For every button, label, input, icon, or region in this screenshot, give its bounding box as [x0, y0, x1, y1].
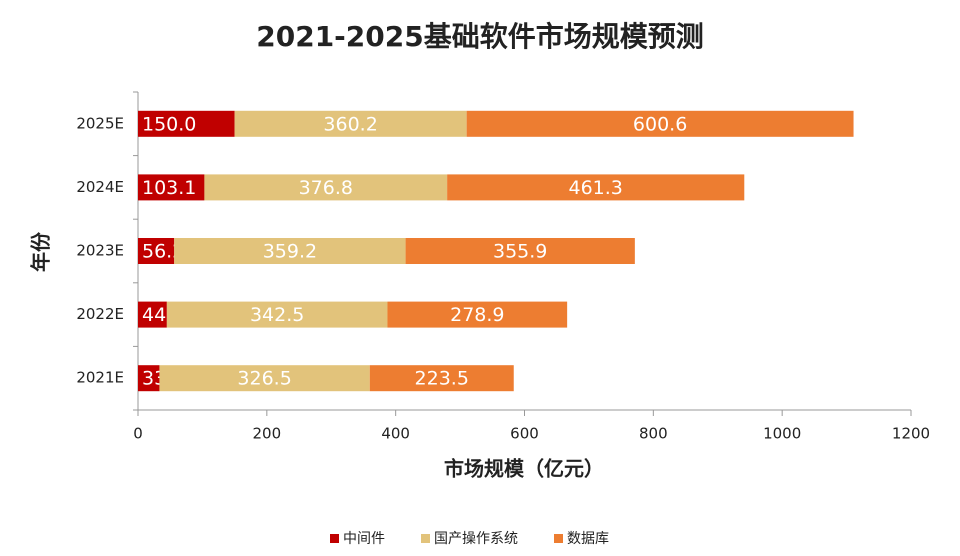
- data-label: 355.9: [493, 241, 547, 263]
- y-tick-label: 2022E: [76, 305, 124, 323]
- data-label: 359.2: [263, 241, 317, 263]
- data-label: 150.0: [142, 113, 196, 135]
- legend-swatch: [330, 534, 339, 543]
- bar-segment: [387, 301, 568, 328]
- chart-title: 2021-2025基础软件市场规模预测: [256, 20, 703, 53]
- bar-segment: [447, 174, 745, 201]
- x-axis-label: 市场规模（亿元）: [444, 457, 604, 481]
- bar-segment: [138, 238, 175, 264]
- y-tick-label: 2024E: [76, 178, 124, 196]
- legend-label: 数据库: [567, 531, 609, 547]
- legend-label: 中间件: [343, 531, 385, 547]
- bar-segment: [166, 301, 388, 328]
- bar-segment: [138, 110, 235, 137]
- x-tick-label: 400: [381, 425, 410, 443]
- data-label: 461.3: [569, 177, 623, 199]
- bar-segment: [369, 365, 514, 392]
- data-label: 278.9: [450, 304, 504, 326]
- bar-segment: [405, 238, 635, 264]
- y-tick-label: 2023E: [76, 242, 124, 260]
- data-label: 223.5: [415, 368, 469, 390]
- x-tick-label: 1200: [892, 425, 930, 443]
- y-tick-label: 2025E: [76, 114, 124, 132]
- bar-segment: [138, 174, 205, 201]
- y-axis-label: 年份: [29, 231, 53, 272]
- x-tick-label: 200: [253, 425, 282, 443]
- bar-segment: [466, 110, 854, 137]
- data-label: 326.5: [237, 368, 291, 390]
- data-label: 600.6: [633, 113, 687, 135]
- bar-segment: [174, 238, 406, 264]
- legend-swatch: [554, 534, 563, 543]
- data-label: 342.5: [250, 304, 304, 326]
- x-tick-label: 800: [639, 425, 668, 443]
- bar-segment: [138, 365, 160, 392]
- data-label: 103.1: [142, 177, 196, 199]
- data-label: 376.8: [299, 177, 353, 199]
- bar-segment: [234, 110, 467, 137]
- bar-segment: [159, 365, 370, 392]
- bar-segment: [138, 301, 167, 328]
- y-tick-label: 2021E: [76, 369, 124, 387]
- legend-label: 国产操作系统: [434, 531, 518, 547]
- x-tick-label: 1000: [763, 425, 801, 443]
- bar-segment: [204, 174, 448, 201]
- legend-swatch: [421, 534, 430, 543]
- data-label: 360.2: [323, 113, 377, 135]
- x-tick-label: 0: [133, 425, 143, 443]
- data-label: 56.2: [142, 241, 184, 263]
- x-tick-label: 600: [510, 425, 539, 443]
